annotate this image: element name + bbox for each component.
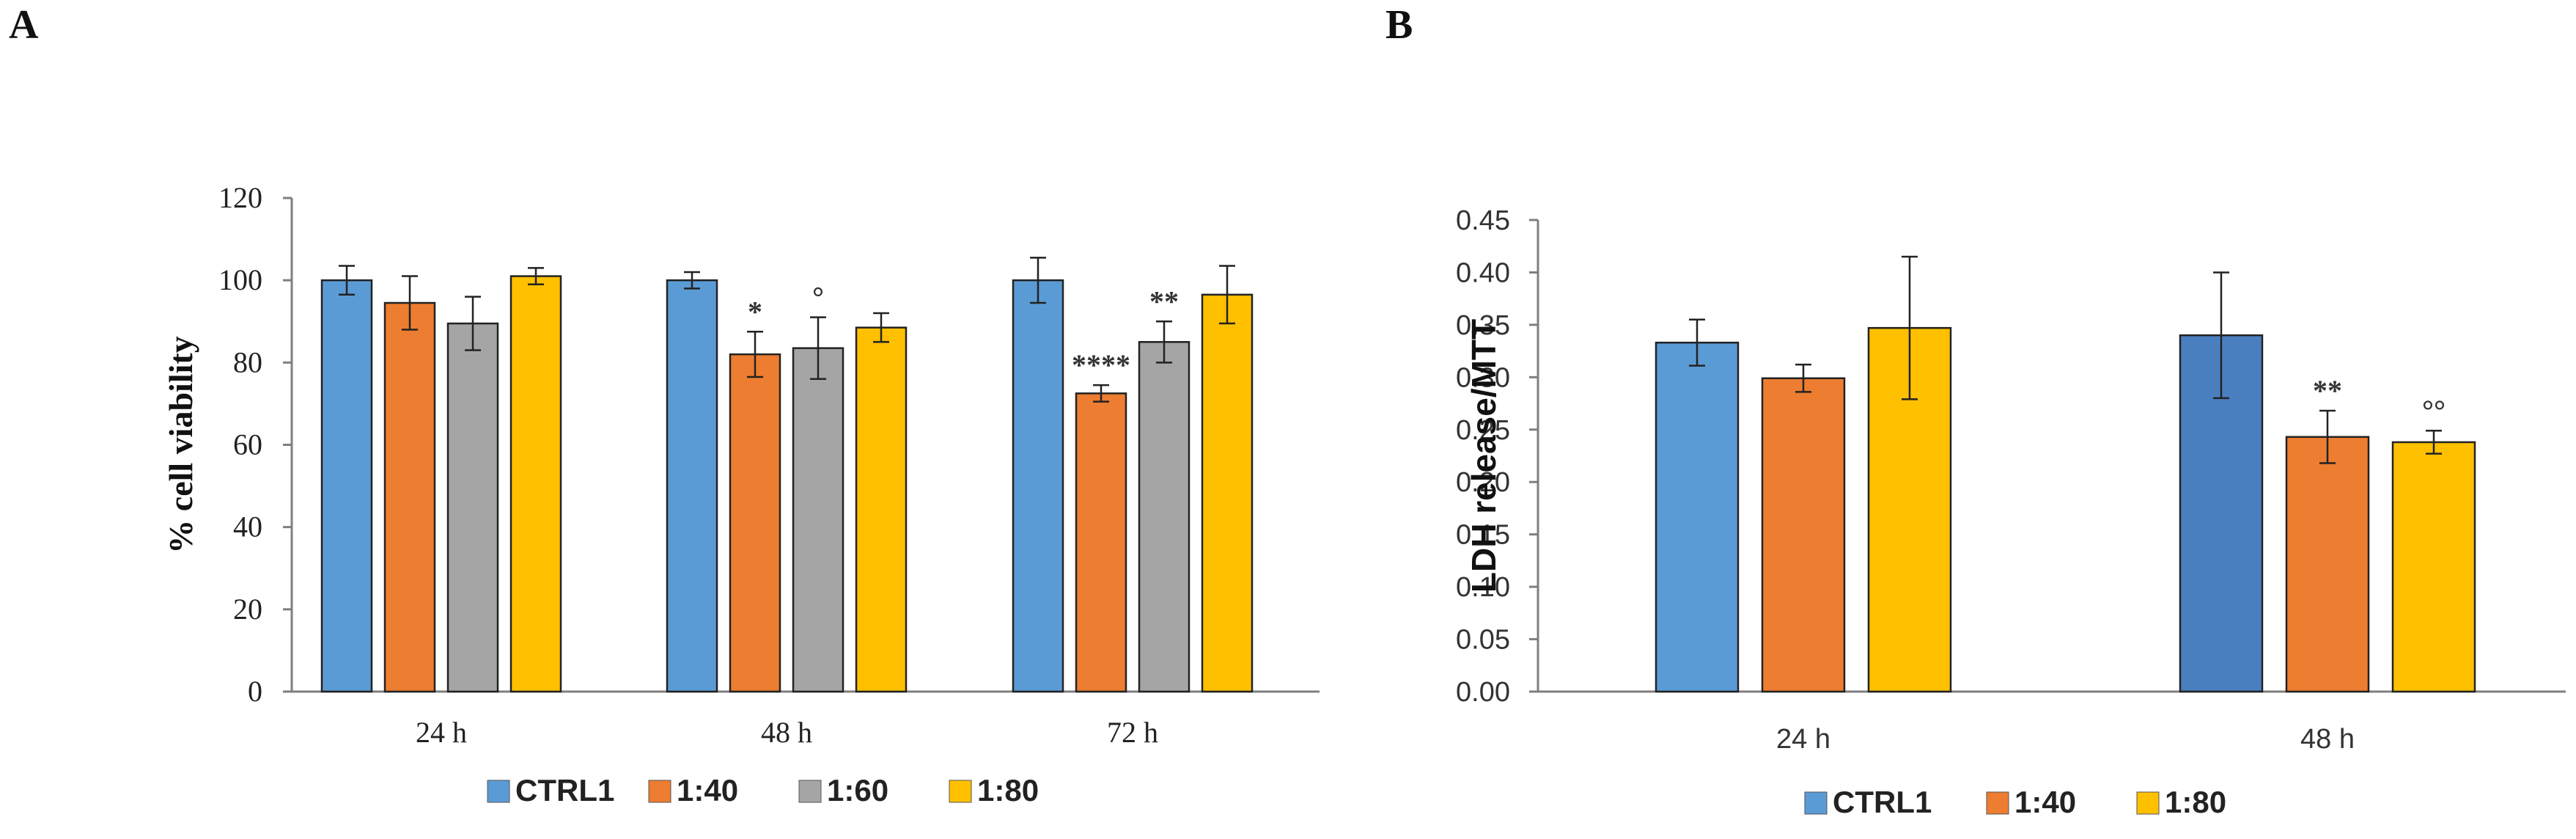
y-tick-label: 120 [218,181,262,214]
bar [1012,279,1064,693]
significance-annotation: ** [2313,374,2342,407]
y-tick-label: 0.15 [1456,520,1510,551]
bar [855,326,908,693]
x-tick-label: 48 h [761,716,812,749]
panel-b-chart: B 0.00 0.05 0.10 0.15 0.20 0.25 0.30 0.35 0.40 0.4… [1385,2,2566,819]
significance-annotation: * [748,295,762,328]
y-tick-label: 40 [233,510,262,543]
y-axis-title: % cell viability [162,336,199,553]
x-tick-label: 72 h [1107,716,1158,749]
bar [666,279,718,693]
significance-annotation: ** [1149,285,1179,318]
legend-swatch [1804,791,1828,815]
bar [792,347,844,693]
y-tick-label: 60 [233,428,262,461]
bar [1201,293,1254,693]
y-tick-label: 0.45 [1456,205,1510,236]
y-tick-label: 0.40 [1456,257,1510,288]
bar [509,275,562,693]
bar [1655,341,1740,693]
legend-label: 1:40 [677,773,738,807]
legend-label: 1:60 [827,773,888,807]
y-tick-label: 0.00 [1456,677,1510,708]
significance-annotation: **** [1072,348,1130,381]
bar [320,279,373,693]
bar [2391,441,2476,693]
panel-letter: A [9,2,39,48]
x-tick-label: 24 h [416,716,467,749]
y-tick-label: 0 [248,675,262,708]
x-tick-label: 24 h [1776,724,1830,755]
bar [383,301,436,693]
bar [446,322,499,693]
panel-a-chart: A 0 20 40 60 80 100 120 % cell viability 24 h 48 h… [9,2,1320,807]
legend-swatch [2136,791,2160,815]
y-tick-label: 0.30 [1456,362,1510,393]
legend-label: 1:40 [2014,785,2076,819]
legend-swatch [487,780,510,803]
legend-label: 1:80 [2165,785,2226,819]
bar [1761,377,1846,693]
y-tick-label: 100 [218,263,262,296]
y-tick-label: 20 [233,593,262,626]
legend-swatch [798,780,822,803]
bar [1075,392,1127,693]
bar [2285,436,2370,693]
legend-swatch [648,780,671,803]
significance-annotation: °° [2422,394,2446,427]
legend-swatch [949,780,972,803]
legend-label: CTRL1 [1833,785,1932,819]
significance-annotation: ° [812,281,824,314]
y-tick-label: 0.20 [1456,467,1510,498]
y-tick-label: 0.35 [1456,310,1510,341]
legend-label: 1:80 [977,773,1039,807]
y-tick-label: 0.25 [1456,415,1510,446]
legend-swatch [1986,791,2009,815]
y-tick-label: 0.10 [1456,572,1510,603]
y-axis-title: LDH release/MTT [1465,319,1503,593]
y-tick-label: 80 [233,345,262,378]
bar [1138,341,1191,693]
panel-letter: B [1385,2,1413,48]
legend-label: CTRL1 [515,773,614,807]
x-tick-label: 48 h [2300,724,2355,755]
y-tick-label: 0.05 [1456,625,1510,656]
bar [729,353,781,693]
